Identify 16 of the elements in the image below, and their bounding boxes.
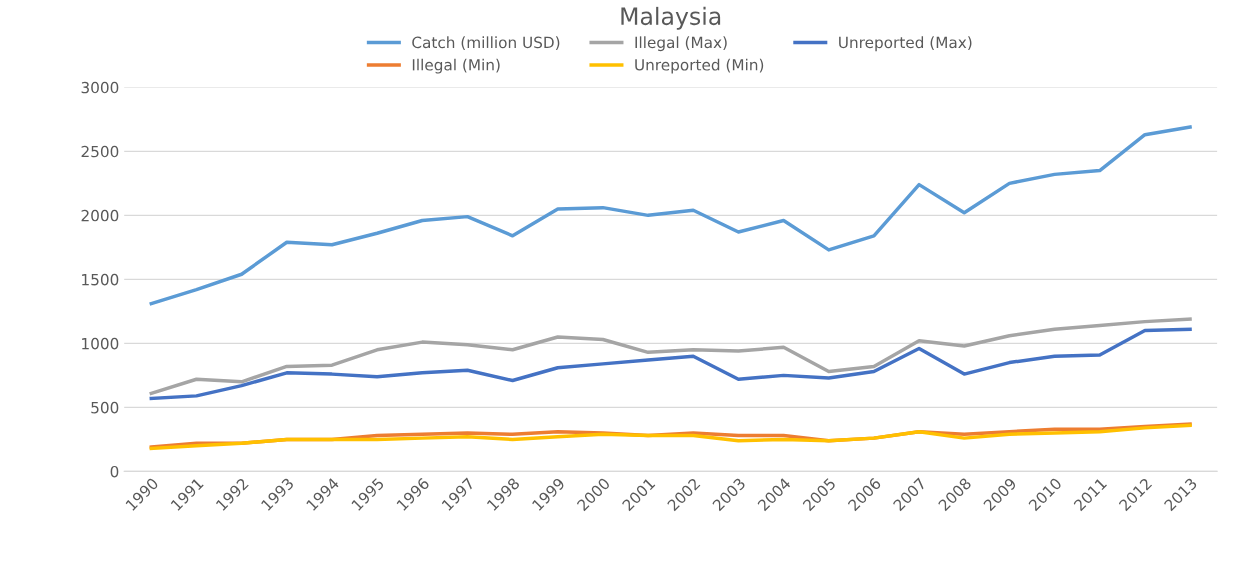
y-tick-label: 2000 [81,209,119,222]
chart-title: Malaysia [621,6,721,30]
legend-label: Unreported (Min) [635,58,764,74]
legend-label: Unreported (Max) [839,36,972,52]
line-series [149,317,1192,396]
y-tick-label: 1000 [82,337,119,350]
line-series [149,125,1192,306]
legend-label: Illegal (Max) [635,36,727,52]
legend-label: Catch (million USD) [412,36,560,50]
y-tick-label: 0 [110,465,119,478]
y-tick-label: 500 [91,401,119,414]
y-tick-label: 1500 [82,273,119,286]
y-tick-label: 3000 [81,81,119,94]
legend-label: Illegal (Min) [412,58,500,74]
line-series [149,327,1192,401]
y-tick-label: 2500 [81,145,119,158]
